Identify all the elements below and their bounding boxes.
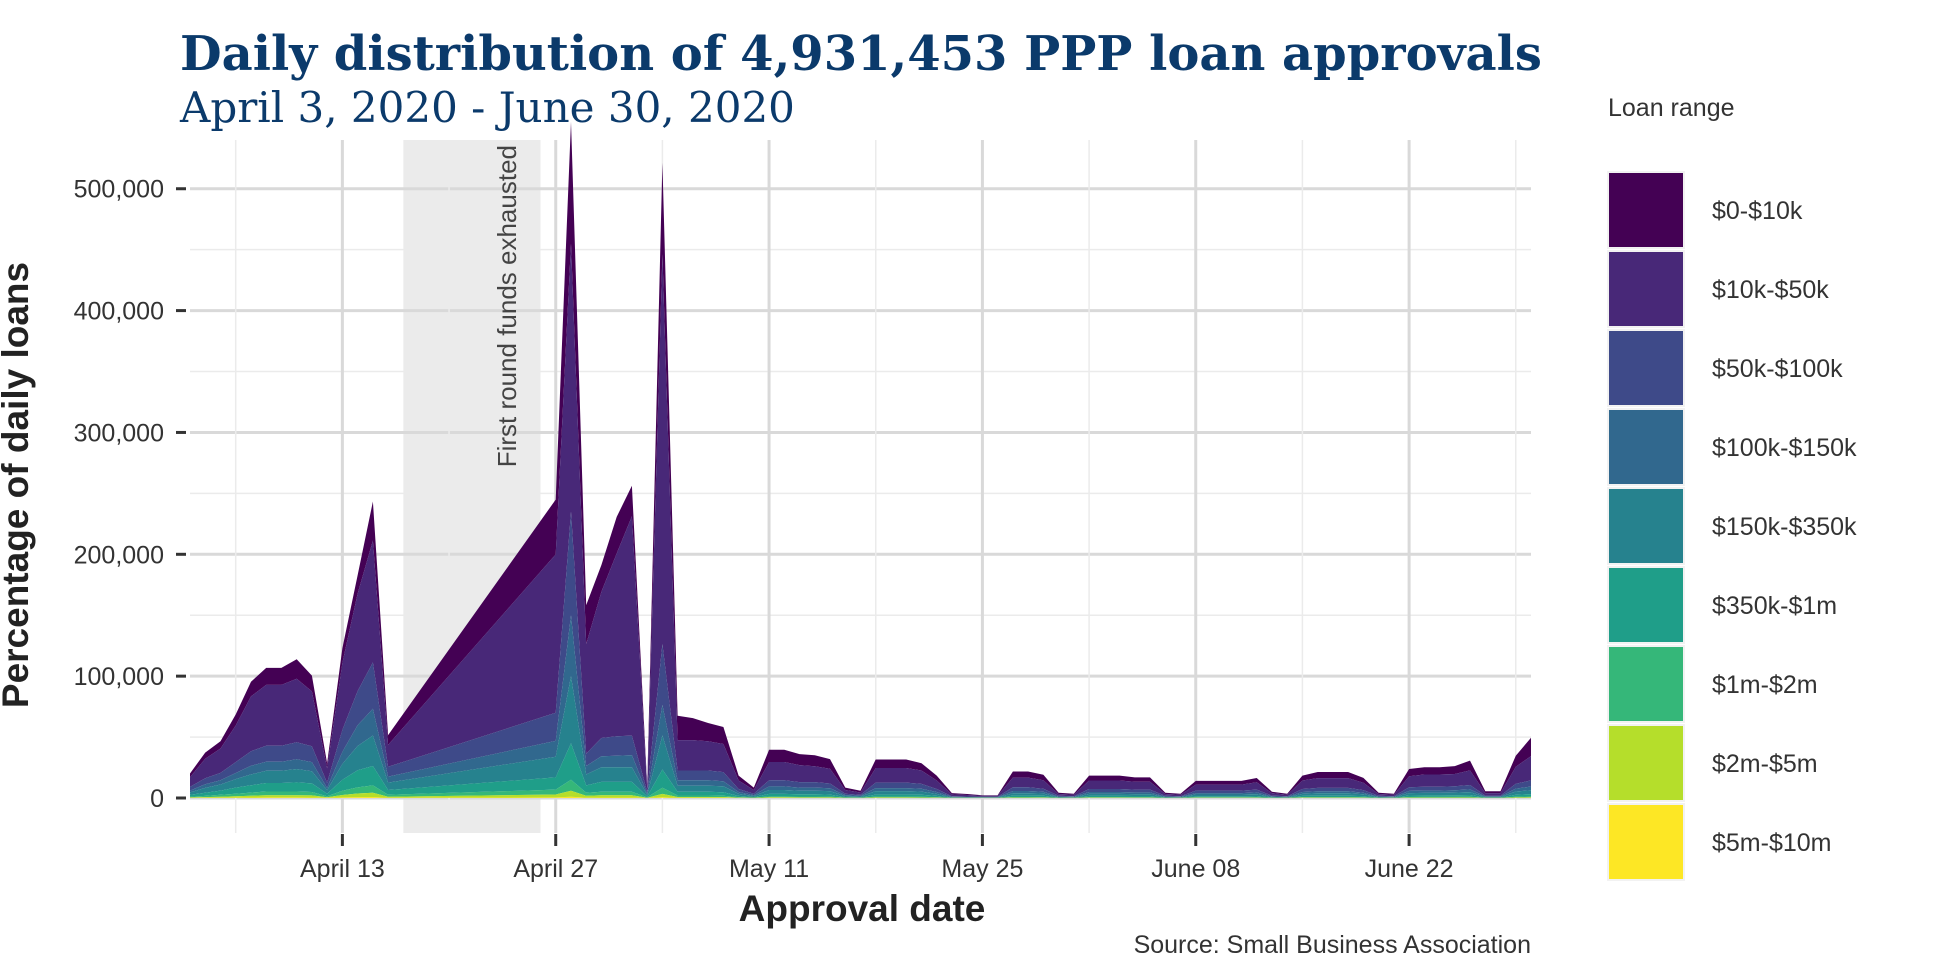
chart-subtitle: April 3, 2020 - June 30, 2020 [179, 83, 795, 132]
legend-label: $2m-$5m [1712, 750, 1818, 778]
area-series-6 [190, 779, 1531, 798]
area-series-7 [190, 790, 1531, 798]
legend-swatch [1607, 171, 1685, 249]
stacked-areas [190, 121, 1531, 798]
x-tick-label: April 27 [513, 855, 598, 883]
x-axis-title: Approval date [739, 888, 986, 929]
area-series-4 [190, 676, 1531, 798]
source-caption: Source: Small Business Association [1134, 931, 1531, 959]
y-tick-label: 400,000 [74, 298, 164, 326]
legend-swatch [1607, 250, 1685, 328]
plot-area: 0 100,000 200,000 300,000 400,000 500,000 Apri… [74, 121, 1531, 883]
x-tick-label: June 08 [1151, 855, 1240, 883]
legend-swatch [1607, 329, 1685, 407]
legend-swatch [1607, 566, 1685, 644]
legend-label: $150k-$350k [1712, 513, 1857, 541]
x-tick-label: May 25 [941, 855, 1023, 883]
x-tick-label: April 13 [300, 855, 385, 883]
legend-swatch [1607, 487, 1685, 565]
y-tick-label: 300,000 [74, 419, 164, 447]
legend-label: $10k-$50k [1712, 276, 1829, 304]
y-tick-label: 200,000 [74, 541, 164, 569]
legend-label: $1m-$2m [1712, 671, 1818, 699]
x-tick-label: May 11 [729, 855, 809, 883]
area-series-1 [190, 243, 1531, 797]
area-series-3 [190, 615, 1531, 798]
y-tick-label: 0 [150, 785, 164, 813]
legend-swatch [1607, 645, 1685, 723]
legend-swatch [1607, 803, 1685, 881]
legend-title: Loan range [1608, 94, 1735, 122]
legend: $0-$10k $10k-$50k $50k-$100k $100k-$150k $15… [1607, 171, 1857, 881]
legend-swatch [1607, 724, 1685, 802]
area-series-0 [190, 121, 1531, 796]
y-tick-label: 100,000 [74, 663, 164, 691]
area-series-5 [190, 743, 1531, 798]
axes: 0 100,000 200,000 300,000 400,000 500,000 Apri… [74, 176, 1454, 883]
x-tick-label: June 22 [1365, 855, 1454, 883]
area-series-8 [190, 796, 1531, 798]
gridlines [190, 140, 1531, 833]
legend-swatch [1607, 408, 1685, 486]
legend-label: $350k-$1m [1712, 592, 1837, 620]
legend-label: $100k-$150k [1712, 434, 1857, 462]
legend-label: $0-$10k [1712, 197, 1803, 225]
y-axis-title: Percentage of daily loans [0, 262, 36, 708]
chart-title: Daily distribution of 4,931,453 PPP loan… [180, 26, 1542, 82]
area-series-2 [190, 511, 1531, 798]
y-tick-label: 500,000 [74, 176, 164, 204]
annotation-label: First round funds exhausted [492, 145, 522, 467]
legend-label: $5m-$10m [1712, 829, 1832, 857]
legend-label: $50k-$100k [1712, 355, 1843, 383]
